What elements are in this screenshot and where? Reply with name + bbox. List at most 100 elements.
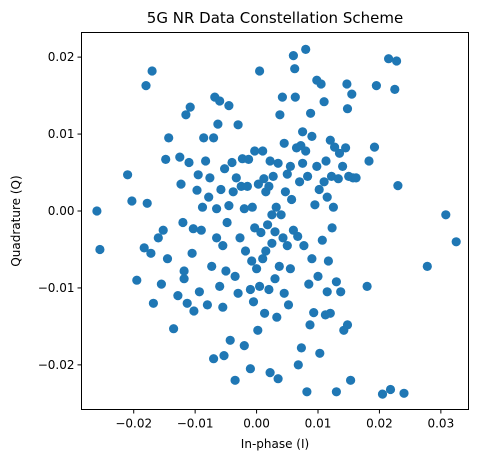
data-point — [422, 261, 432, 271]
x-tick-label: 0.03 — [427, 417, 454, 431]
data-point — [260, 308, 270, 318]
data-point — [218, 302, 228, 312]
data-point — [263, 220, 273, 230]
data-point — [334, 148, 345, 158]
x-tick-label: −0.02 — [115, 417, 152, 431]
y-axis-ticks: −0.02 −0.01 0.00 0.01 0.02 — [38, 50, 82, 372]
data-point — [268, 171, 278, 181]
data-point — [305, 320, 315, 330]
data-point — [189, 306, 199, 316]
data-point — [316, 79, 326, 89]
data-point — [319, 177, 329, 187]
data-point — [258, 254, 268, 264]
data-point — [290, 92, 300, 102]
data-point — [341, 143, 351, 153]
data-point — [247, 256, 257, 266]
data-point — [317, 235, 327, 245]
data-point — [164, 133, 174, 143]
data-point — [265, 156, 275, 166]
data-point — [202, 300, 212, 310]
data-point — [278, 233, 288, 243]
data-point — [213, 119, 223, 129]
data-point — [314, 184, 324, 195]
data-point — [369, 142, 380, 152]
data-point — [371, 81, 381, 91]
data-point — [351, 173, 361, 183]
data-points — [92, 44, 461, 399]
data-point — [377, 389, 388, 399]
data-point — [230, 271, 240, 281]
data-point — [285, 264, 295, 274]
data-point — [215, 281, 225, 291]
data-point — [185, 102, 195, 112]
data-point — [441, 210, 451, 220]
data-point — [327, 223, 337, 233]
data-point — [235, 233, 245, 243]
x-tick-label: 0.00 — [243, 417, 270, 431]
data-point — [147, 66, 157, 76]
data-point — [146, 248, 156, 258]
data-point — [290, 64, 300, 74]
data-point — [293, 360, 303, 370]
data-point — [222, 217, 232, 228]
data-point — [277, 92, 287, 102]
data-point — [302, 387, 312, 397]
data-point — [273, 158, 283, 168]
data-point — [228, 187, 238, 197]
data-point — [267, 210, 277, 220]
data-point — [321, 156, 331, 166]
data-point — [399, 388, 409, 398]
data-point — [139, 243, 149, 253]
data-point — [142, 198, 152, 208]
data-point — [158, 225, 168, 235]
data-point — [221, 266, 231, 276]
data-point — [256, 227, 266, 238]
y-tick-label: −0.02 — [38, 358, 75, 372]
data-point — [233, 120, 243, 130]
data-point — [330, 142, 340, 152]
data-point — [175, 152, 185, 162]
data-point — [92, 206, 102, 216]
data-point — [296, 343, 306, 353]
data-point — [323, 256, 333, 266]
data-point — [132, 275, 142, 285]
data-point — [169, 324, 179, 334]
data-point — [247, 202, 257, 212]
data-point — [239, 204, 249, 214]
data-point — [288, 51, 298, 61]
data-point — [153, 233, 163, 243]
data-point — [187, 248, 197, 258]
data-point — [342, 79, 352, 89]
data-point — [259, 174, 269, 184]
x-tick-label: 0.01 — [305, 417, 332, 431]
data-point — [307, 254, 317, 264]
data-point — [270, 274, 280, 284]
data-point — [227, 157, 237, 168]
data-point — [267, 238, 277, 248]
data-point — [225, 335, 235, 345]
data-point — [220, 164, 230, 174]
data-point — [224, 201, 234, 211]
data-point — [282, 169, 292, 179]
data-point — [301, 146, 311, 156]
y-tick-label: 0.02 — [48, 50, 75, 64]
data-point — [313, 271, 323, 281]
x-tick-label: −0.01 — [177, 417, 214, 431]
data-point — [244, 154, 254, 164]
data-point — [127, 196, 137, 206]
data-point — [271, 202, 281, 212]
data-point — [212, 204, 222, 214]
data-point — [245, 284, 255, 295]
data-point — [178, 217, 188, 228]
data-point — [282, 241, 292, 251]
data-point — [265, 368, 275, 378]
data-point — [161, 154, 171, 164]
data-point — [179, 266, 189, 276]
data-point — [301, 44, 311, 55]
data-point — [306, 108, 316, 118]
data-point — [224, 101, 234, 111]
data-point — [216, 184, 226, 195]
y-tick-label: 0.01 — [48, 127, 75, 141]
data-point — [328, 202, 338, 212]
data-point — [233, 288, 243, 298]
